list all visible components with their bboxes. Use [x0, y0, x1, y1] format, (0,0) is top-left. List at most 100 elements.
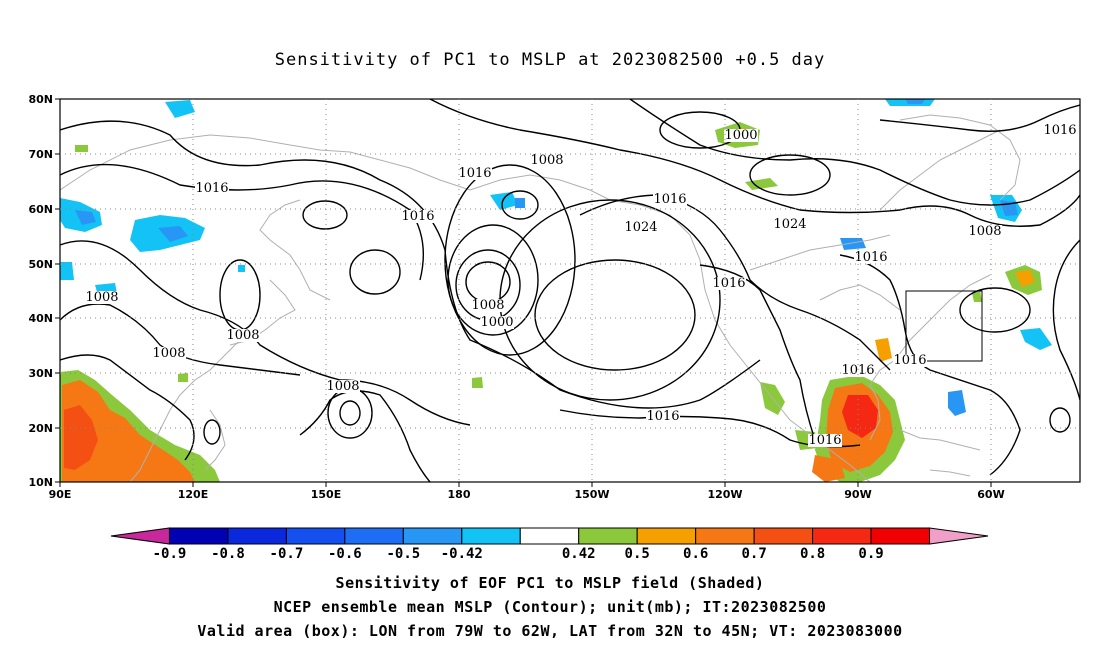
lat-tick-label: 70N	[28, 148, 53, 161]
contour-label: 1016	[401, 209, 434, 224]
colorbar-swatch	[753, 527, 814, 545]
contour-label: 1000	[724, 128, 757, 143]
positive-patch-west-pacific-core	[62, 380, 195, 482]
lat-tick-label: 40N	[28, 312, 53, 325]
lat-tick-label: 10N	[28, 476, 53, 489]
negative-patch-china-2	[60, 262, 74, 280]
contour-label-bg	[893, 354, 927, 367]
longitude-axis: 90E 120E 150E 180 150W 120W 90W 60W	[49, 482, 1005, 501]
positive-patch-gulf-small	[812, 455, 845, 482]
contour-label: 1016	[854, 250, 887, 265]
colorbar-swatch	[344, 527, 404, 545]
contour-label-bg	[326, 380, 360, 393]
contour-label-bg	[85, 291, 119, 304]
contour-label-bg	[653, 193, 687, 206]
plot-frame	[59, 98, 1081, 483]
positive-patch-asia-small	[178, 373, 188, 382]
contour-label: 1008	[152, 346, 185, 361]
contour-label-bg	[841, 364, 875, 377]
contour-label: 1008	[968, 224, 1001, 239]
colorbar-end-left	[110, 527, 170, 545]
lat-tick-label: 80N	[28, 93, 53, 106]
colorbar-tick-label: -0.5	[386, 546, 420, 562]
contour-label-bg	[152, 347, 186, 360]
colorbar-tick-label: 0.42	[562, 546, 596, 562]
lon-tick-label: 150E	[311, 488, 341, 501]
negative-patch-caribbean	[948, 390, 966, 416]
lat-tick-label: 20N	[28, 422, 53, 435]
colorbar-tick-label: 0.6	[683, 546, 708, 562]
colorbar-swatch	[636, 527, 697, 545]
colorbar-tick-label: -0.42	[441, 546, 483, 562]
contour-label: 1016	[458, 166, 491, 181]
contour-label-bg	[808, 434, 842, 447]
contour-label-bg	[854, 251, 888, 264]
contour-label-bg	[724, 129, 758, 142]
contour-label: 1016	[841, 363, 874, 378]
footer-line-1: Sensitivity of EOF PC1 to MSLP field (Sh…	[335, 574, 765, 592]
colorbar-swatch	[227, 527, 287, 545]
lon-tick-label: 60W	[977, 488, 1004, 501]
contour-label-bg	[712, 277, 746, 290]
colorbar-tick-label: -0.6	[328, 546, 362, 562]
negative-patch-atlantic	[1020, 328, 1052, 350]
negative-patch-asia-small	[238, 265, 245, 272]
contour-label: 1016	[712, 276, 745, 291]
lon-tick-label: 150W	[574, 488, 609, 501]
positive-patch-east-coast	[972, 290, 982, 302]
negative-patch-okhotsk-core	[158, 226, 188, 242]
contour-label-bg	[1043, 124, 1077, 137]
contour-label: 1024	[773, 217, 806, 232]
contour-label: 1016	[1043, 123, 1076, 138]
sensitivity-shading	[60, 99, 1052, 482]
colorbar-tick-label: -0.8	[211, 546, 245, 562]
lon-tick-label: 90W	[844, 488, 871, 501]
positive-patch-greenland	[75, 145, 88, 152]
lat-tick-label: 30N	[28, 367, 53, 380]
negative-patch-siberia-west-core	[75, 210, 96, 225]
colorbar-swatch	[519, 527, 580, 545]
contour-label-bg	[458, 167, 492, 180]
positive-patch-canada	[745, 178, 778, 190]
lat-tick-label: 60N	[28, 203, 53, 216]
footer-line-2: NCEP ensemble mean MSLP (Contour); unit(…	[273, 598, 827, 616]
contour-label-bg	[624, 221, 658, 234]
colorbar-swatch	[168, 527, 229, 545]
colorbar-swatch	[578, 527, 638, 545]
lat-tick-label: 50N	[28, 258, 53, 271]
colorbar-tick-label: 0.8	[800, 546, 825, 562]
contour-label-bg	[401, 210, 435, 223]
contour-label: 1016	[808, 433, 841, 448]
contour-label: 1016	[195, 181, 228, 196]
colorbar-tick-label: 0.7	[741, 546, 766, 562]
contour-label: 1024	[624, 220, 657, 235]
plot-title: Sensitivity of PC1 to MSLP at 2023082500…	[274, 50, 826, 70]
contour-label: 1016	[646, 409, 679, 424]
coastlines	[60, 114, 1021, 482]
contour-label: 1008	[530, 153, 563, 168]
lon-tick-label: 180	[448, 488, 471, 501]
lon-tick-label: 120W	[707, 488, 742, 501]
negative-patch-arctic-canada-core	[905, 99, 925, 104]
positive-patch-atlantic-core	[1015, 270, 1035, 287]
contour-label: 1016	[653, 192, 686, 207]
negative-patch-arctic-asia	[165, 100, 195, 118]
contour-label-bg	[968, 225, 1002, 238]
negative-patch-alaska-core	[515, 198, 525, 208]
contour-label-bg	[480, 316, 514, 329]
lon-tick-label: 90E	[49, 488, 72, 501]
positive-patch-florida	[875, 338, 892, 362]
contour-label: 1008	[226, 328, 259, 343]
latitude-axis: 80N 70N 60N 50N 40N 30N 20N 10N	[28, 93, 60, 489]
colorbar-swatch	[870, 527, 931, 545]
colorbar-swatch	[461, 527, 521, 545]
colorbar-tick-label: 0.9	[858, 546, 883, 562]
gridlines	[60, 99, 1080, 482]
contour-label: 1008	[85, 290, 118, 305]
contour-label-bg	[773, 218, 807, 231]
contour-label-bg	[226, 329, 260, 342]
negative-patch-alaska	[490, 192, 518, 210]
contour-label-group: 1000 1016 1008 1016 1016 1016 1024 1024 1016 1008…	[85, 123, 1077, 448]
contour-label-bg	[195, 182, 229, 195]
